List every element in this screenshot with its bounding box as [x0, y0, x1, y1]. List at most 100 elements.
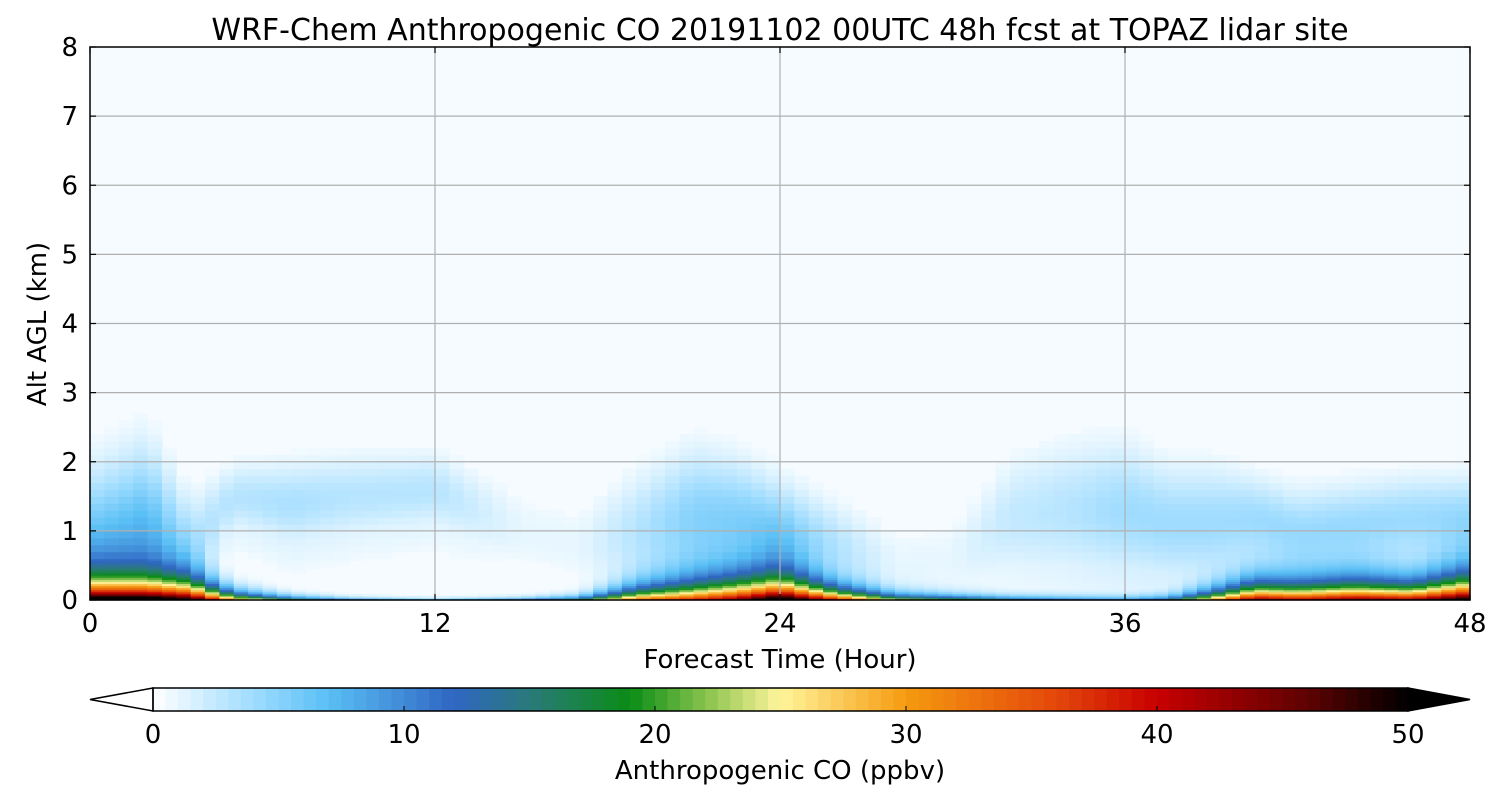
heatmap-cell: [621, 537, 637, 546]
heatmap-cell: [1053, 579, 1069, 582]
heatmap-cell: [794, 564, 810, 568]
heatmap-cell: [794, 496, 810, 504]
heatmap-cell: [780, 573, 795, 576]
heatmap-cell: [895, 595, 910, 599]
heatmap-cell: [521, 544, 537, 553]
heatmap-cell: [593, 570, 609, 574]
heatmap-cell: [1455, 468, 1471, 477]
heatmap-cell: [348, 530, 364, 539]
heatmap-cell: [391, 593, 407, 597]
heatmap-cell: [1196, 537, 1212, 546]
heatmap-cell: [90, 573, 105, 576]
heatmap-cell: [1067, 496, 1083, 504]
heatmap-cell: [1038, 581, 1054, 585]
heatmap-cell: [650, 510, 666, 518]
heatmap-cell: [133, 575, 149, 578]
heatmap-cell: [1326, 591, 1342, 595]
heatmap-cell: [176, 568, 192, 572]
heatmap-cell: [1153, 503, 1169, 511]
heatmap-cell: [1240, 544, 1255, 553]
heatmap-cell: [377, 489, 393, 497]
heatmap-cell: [334, 593, 350, 597]
heatmap-cell: [952, 564, 968, 568]
heatmap-cell: [205, 577, 220, 580]
heatmap-cell: [1010, 482, 1025, 490]
heatmap-cell: [420, 475, 436, 484]
heatmap-cell: [147, 441, 163, 449]
heatmap-cell: [248, 510, 264, 518]
heatmap-cell: [1240, 595, 1255, 599]
heatmap-cell: [909, 564, 925, 568]
colorbar-segment: [868, 688, 882, 711]
heatmap-cell: [1225, 595, 1241, 599]
heatmap-cell: [1110, 564, 1126, 568]
heatmap-cell: [363, 595, 379, 599]
heatmap-cell: [205, 585, 220, 589]
heatmap-cell: [880, 570, 896, 574]
heatmap-cell: [1211, 575, 1227, 578]
colorbar-segment: [542, 688, 556, 711]
heatmap-cell: [1024, 537, 1040, 546]
heatmap-cell: [794, 503, 810, 511]
heatmap-cell: [823, 581, 839, 585]
heatmap-cell: [118, 558, 134, 562]
colorbar-tick-label: 20: [638, 720, 671, 750]
heatmap-cell: [679, 573, 695, 576]
heatmap-cell: [276, 560, 292, 564]
heatmap-cell: [966, 566, 982, 570]
heatmap-cell: [1441, 583, 1457, 587]
heatmap-cell: [1153, 544, 1169, 553]
heatmap-cell: [1283, 537, 1299, 546]
heatmap-cell: [1268, 595, 1284, 599]
heatmap-cell: [751, 489, 767, 497]
colorbar-extend-max: [1407, 687, 1471, 712]
heatmap-cell: [1010, 579, 1025, 582]
heatmap-cell: [1268, 570, 1284, 574]
heatmap-cell: [1441, 591, 1457, 595]
heatmap-cell: [133, 581, 149, 585]
heatmap-cell: [923, 585, 939, 589]
heatmap-cell: [1441, 523, 1457, 532]
heatmap-cell: [938, 562, 954, 566]
heatmap-cell: [1268, 510, 1284, 518]
heatmap-cell: [161, 523, 177, 532]
heatmap-cell: [1182, 579, 1198, 582]
heatmap-cell: [665, 581, 680, 585]
heatmap-cell: [736, 591, 752, 595]
heatmap-cell: [1297, 562, 1313, 566]
heatmap-cell: [650, 560, 666, 564]
heatmap-cell: [1211, 579, 1227, 582]
heatmap-cell: [866, 544, 882, 553]
heatmap-cell: [1081, 489, 1097, 497]
heatmap-cell: [909, 595, 925, 599]
heatmap-cell: [1168, 579, 1184, 582]
heatmap-cell: [851, 581, 867, 585]
heatmap-cell: [679, 510, 695, 518]
heatmap-cell: [923, 562, 939, 566]
heatmap-cell: [578, 593, 594, 597]
heatmap-cell: [650, 523, 666, 532]
heatmap-cell: [880, 568, 896, 572]
heatmap-cell: [1196, 566, 1212, 570]
heatmap-cell: [90, 441, 105, 449]
heatmap-cell: [104, 503, 120, 511]
heatmap-cell: [1125, 454, 1140, 463]
heatmap-cell: [1326, 475, 1342, 484]
heatmap-cell: [133, 589, 149, 593]
heatmap-cell: [190, 587, 206, 591]
heatmap-cell: [923, 544, 939, 553]
heatmap-cell: [1125, 587, 1140, 591]
heatmap-cell: [650, 461, 666, 470]
heatmap-cell: [636, 595, 652, 599]
heatmap-cell: [1240, 496, 1255, 504]
heatmap-cell: [161, 475, 177, 484]
heatmap-cell: [1196, 579, 1212, 582]
heatmap-cell: [1125, 537, 1140, 546]
heatmap-cell: [665, 568, 680, 572]
heatmap-cell: [895, 583, 910, 587]
heatmap-cell: [1326, 496, 1342, 504]
heatmap-cell: [751, 585, 767, 589]
heatmap-cell: [1211, 482, 1227, 490]
heatmap-cell: [276, 468, 292, 477]
heatmap-cell: [765, 482, 781, 490]
